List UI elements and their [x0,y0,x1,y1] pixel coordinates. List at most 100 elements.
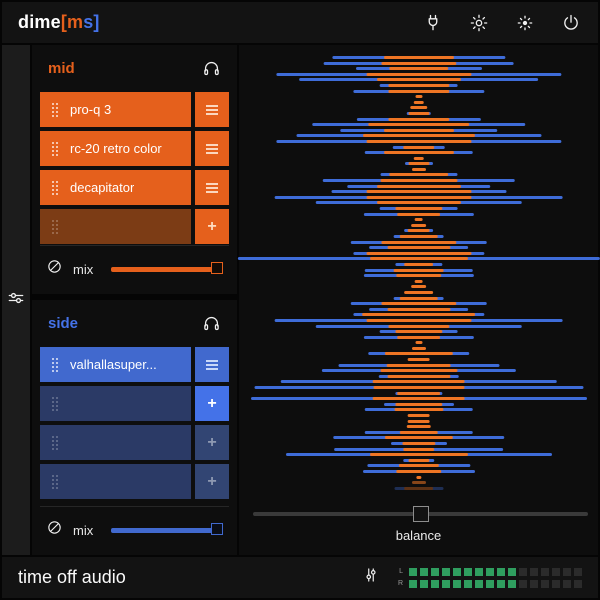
drag-handle-icon[interactable] [52,141,58,156]
plug-icon[interactable] [422,12,444,34]
meter-cell [453,579,461,588]
meter-cell [442,579,450,588]
chain-column: mid pro-q 3 rc-20 retro color decapitator +… [32,45,237,555]
slot-add-button[interactable]: + [195,386,229,421]
slot-add-button[interactable]: + [195,425,229,460]
viz-bar-mid [415,95,422,99]
viz-bar-mid [399,430,438,434]
viz-row [239,83,598,87]
plugin-slot-body[interactable]: decapitator [40,170,191,205]
headphones-icon[interactable] [202,314,221,333]
viz-bar-mid [366,190,471,194]
side-mix-thumb[interactable] [211,523,223,535]
sliders-icon[interactable] [362,566,380,589]
meter-cell [508,567,516,576]
slot-menu-button[interactable] [195,92,229,127]
drag-handle-icon[interactable] [52,474,58,489]
viz-row [239,145,598,149]
brightness-icon[interactable] [514,12,536,34]
drag-handle-icon[interactable] [52,396,58,411]
plugin-slot-body[interactable]: valhallasuper... [40,347,191,382]
viz-row [239,296,598,300]
viz-bar-mid [411,167,426,171]
plugin-slot-body[interactable]: pro-q 3 [40,92,191,127]
power-icon[interactable] [560,12,582,34]
slot-menu-button[interactable] [195,131,229,166]
viz-bar-mid [376,201,461,205]
viz-row [239,67,598,71]
viz-row [239,386,598,390]
viz-row [239,240,598,244]
viz-bar-mid [380,61,457,65]
viz-row [239,402,598,406]
viz-bar-mid [406,425,431,429]
viz-bar-mid [399,235,438,238]
plugin-slot-body[interactable] [40,386,191,421]
mid-mix-thumb[interactable] [211,262,223,274]
meter-cell [574,579,582,588]
viz-bar-mid [403,262,434,266]
meter-row-right [409,579,582,588]
viz-row [239,408,598,412]
plus-icon: + [207,394,217,412]
slot-menu-button[interactable] [195,170,229,205]
drag-handle-icon[interactable] [52,357,58,372]
plugin-slot: valhallasuper... [40,347,229,382]
viz-row [239,95,598,99]
mid-title: mid [48,60,75,77]
viz-row [239,285,598,289]
drag-handle-icon[interactable] [52,435,58,450]
divider [40,245,229,246]
viz-bar-mid [373,386,464,390]
slot-add-button[interactable]: + [195,464,229,499]
mid-mix-slider[interactable] [111,262,223,276]
drag-handle-icon[interactable] [52,180,58,195]
viz-row [239,330,598,334]
sliders-icon[interactable] [6,288,26,313]
viz-row [239,223,598,227]
balance-slider[interactable] [253,506,588,522]
plus-icon: + [207,217,217,235]
plugin-slot-label: pro-q 3 [70,102,112,117]
plugin-slot-body[interactable] [40,425,191,460]
viz-row [239,341,598,345]
settings-gear-icon[interactable] [468,12,490,34]
viz-bar-mid [414,218,423,222]
meter-cell [464,579,472,588]
plugin-slot: rc-20 retro color [40,131,229,166]
viz-row [239,430,598,434]
slot-add-button[interactable]: + [195,209,229,244]
viz-row [239,111,598,115]
plugin-slot: pro-q 3 [40,92,229,127]
viz-bar-mid [366,251,471,255]
plugin-slot: + [40,386,229,421]
viz-bar-mid [387,246,450,250]
viz-row [239,352,598,356]
balance-thumb[interactable] [412,506,429,522]
viz-row [239,151,598,155]
drag-handle-icon[interactable] [52,102,58,117]
plugin-slot-body[interactable] [40,209,191,244]
viz-row [239,464,598,468]
viz-row [239,229,598,233]
meter-cell [420,579,428,588]
headphones-icon[interactable] [202,59,221,78]
drag-handle-icon[interactable] [52,219,58,234]
side-mix-slider[interactable] [111,523,223,537]
viz-row [239,212,598,216]
plugin-slot-body[interactable]: rc-20 retro color [40,131,191,166]
meter-cell [563,567,571,576]
divider [40,506,229,507]
side-section: side valhallasuper... + + + mix [32,300,237,555]
meter-cell [442,567,450,576]
side-title: side [48,315,79,332]
slot-menu-button[interactable] [195,347,229,382]
viz-bar-mid [387,307,450,311]
viz-row [239,425,598,429]
plugin-slot-body[interactable] [40,464,191,499]
viz-row [239,436,598,440]
title-bar-icons [422,12,582,34]
viz-row [239,268,598,272]
plugin-slot: + [40,425,229,460]
